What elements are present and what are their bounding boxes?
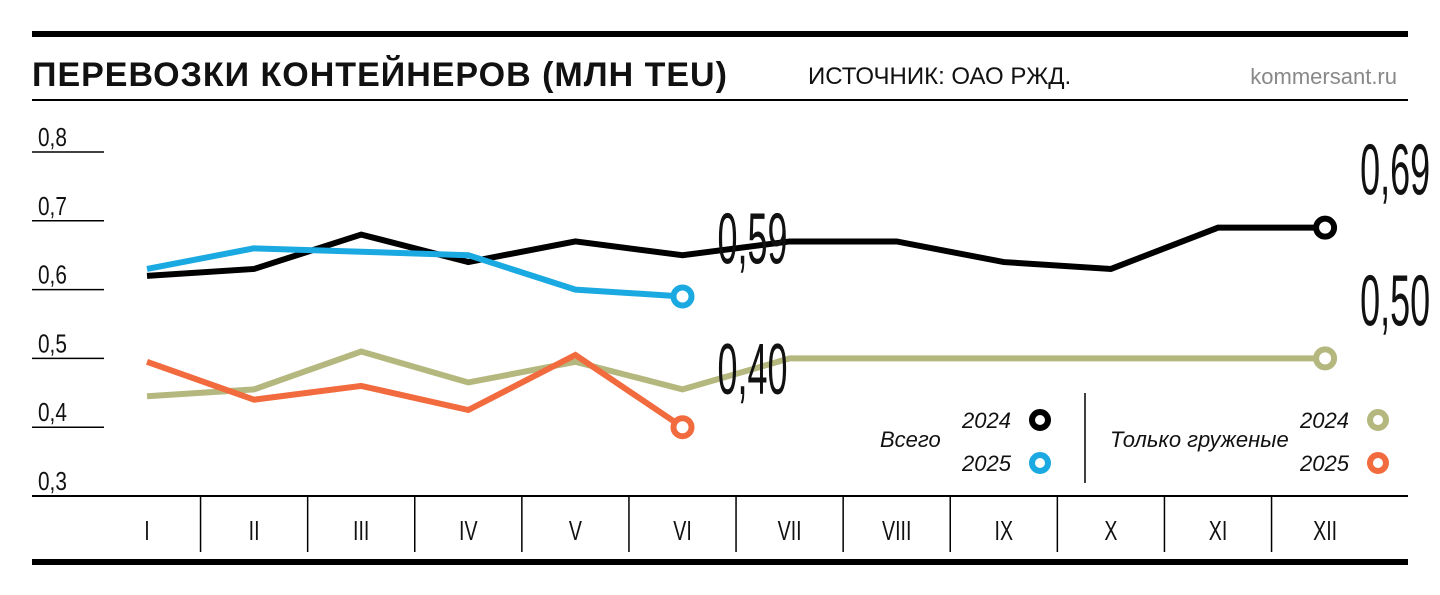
x-tick-group: III	[353, 516, 369, 547]
x-tick-label: II	[249, 516, 260, 547]
x-tick-group: VIII	[882, 516, 911, 547]
series-line	[146, 351, 685, 430]
legend-label: 2024	[961, 408, 1011, 433]
y-tick-label: 0,6	[38, 260, 67, 289]
legend-label: 2024	[1299, 408, 1349, 433]
legend-label: 2025	[1299, 451, 1350, 476]
y-tick-group: 0,6	[38, 260, 67, 289]
x-tick-group: VII	[778, 516, 802, 547]
end-marker	[1313, 215, 1338, 240]
header-rule	[32, 99, 1408, 101]
x-tick-label: VII	[778, 516, 802, 547]
end-marker	[670, 284, 695, 309]
x-tick-group: V	[569, 516, 582, 547]
x-tick-label: XII	[1313, 516, 1337, 547]
x-tick-label: III	[353, 516, 369, 547]
x-tick-group: IX	[995, 516, 1014, 547]
chart-subtitle: ИСТОЧНИК: ОАО РЖД.	[808, 63, 1071, 90]
x-tick-label: V	[569, 516, 582, 547]
x-tick-group: X	[1104, 516, 1117, 547]
x-tick-group: XII	[1313, 516, 1337, 547]
legend-marker	[1029, 409, 1051, 431]
y-tick-label: 0,7	[38, 192, 67, 221]
legend-label: 2025	[961, 451, 1012, 476]
y-tick-group: 0,5	[38, 329, 67, 358]
series-line	[146, 245, 683, 300]
y-tick-label: 0,8	[38, 123, 67, 152]
top-rule	[32, 31, 1408, 37]
legend-marker	[1367, 452, 1389, 474]
x-tick-label: VI	[673, 516, 692, 547]
value-label-group: 0,69	[1360, 130, 1430, 211]
legend-marker	[1029, 452, 1051, 474]
chart-title: ПЕРЕВОЗКИ КОНТЕЙНЕРОВ (МЛН TEU)	[32, 55, 728, 94]
credit: kommersant.ru	[1250, 64, 1397, 89]
x-tick-group: IV	[459, 516, 478, 547]
y-tick-label: 0,5	[38, 329, 67, 358]
bottom-rule	[32, 559, 1408, 565]
end-marker	[670, 415, 695, 440]
legend-group-label: Только груженые	[1110, 427, 1289, 452]
value-label-group: 0,59	[718, 199, 788, 280]
y-tick-group: 0,7	[38, 192, 67, 221]
legend-marker	[1367, 409, 1389, 431]
x-tick-label: X	[1104, 516, 1117, 547]
y-tick-label: 0,3	[38, 467, 67, 496]
series-line	[146, 224, 1326, 279]
x-tick-group: XI	[1209, 516, 1228, 547]
y-tick-group: 0,8	[38, 123, 67, 152]
y-tick-group: 0,4	[38, 398, 67, 427]
value-label: 0,59	[718, 199, 788, 280]
value-label-group: 0,40	[718, 330, 788, 411]
x-tick-group: I	[144, 516, 149, 547]
x-tick-label: IX	[995, 516, 1014, 547]
x-tick-label: VIII	[882, 516, 911, 547]
legend-group-label: Всего	[880, 427, 941, 452]
x-tick-group: II	[249, 516, 260, 547]
x-tick-label: XI	[1209, 516, 1228, 547]
x-tick-label: IV	[459, 516, 478, 547]
x-tick-group: VI	[673, 516, 692, 547]
y-tick-group: 0,3	[38, 467, 67, 496]
value-label: 0,50	[1360, 261, 1430, 342]
series-line	[146, 348, 1326, 400]
value-label: 0,69	[1360, 130, 1430, 211]
end-marker	[1313, 346, 1338, 371]
x-tick-label: I	[144, 516, 149, 547]
value-label-group: 0,50	[1360, 261, 1430, 342]
value-label: 0,40	[718, 330, 788, 411]
y-tick-label: 0,4	[38, 398, 67, 427]
